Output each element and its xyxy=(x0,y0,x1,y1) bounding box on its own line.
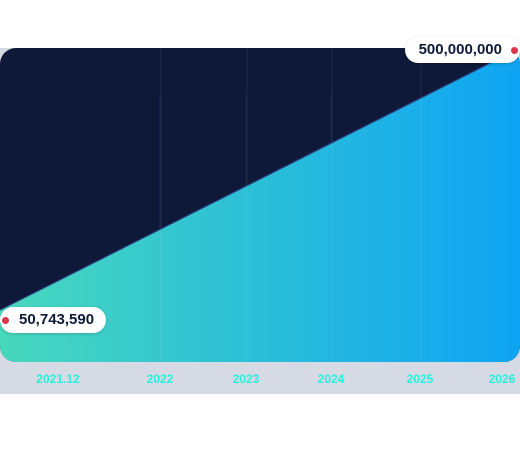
start-value-label: 50,743,590 xyxy=(19,311,95,328)
year-band-divider xyxy=(160,48,162,362)
year-band-divider xyxy=(246,48,248,362)
chart-plot-area xyxy=(0,48,520,362)
end-value-callout: 500,000,000 xyxy=(404,37,520,63)
x-tick-label: 2023 xyxy=(232,372,260,386)
x-tick-label: 2021.12 xyxy=(36,372,80,386)
end-marker-dot xyxy=(511,46,518,54)
end-value-label: 500,000,000 xyxy=(418,41,502,58)
start-marker-dot xyxy=(2,316,9,324)
year-band-divider xyxy=(420,48,422,362)
x-tick-label: 2022 xyxy=(146,372,174,386)
growth-chart: 2021.12 2022 2023 2024 2025 2026 50,743,590 5… xyxy=(0,37,520,394)
year-band-divider xyxy=(331,48,333,362)
start-value-callout: 50,743,590 xyxy=(0,307,107,333)
series-line xyxy=(0,48,520,311)
x-tick-label: 2025 xyxy=(406,372,434,386)
x-tick-label: 2026 xyxy=(488,372,516,386)
x-tick-label: 2024 xyxy=(317,372,345,386)
area-fill xyxy=(0,48,520,362)
